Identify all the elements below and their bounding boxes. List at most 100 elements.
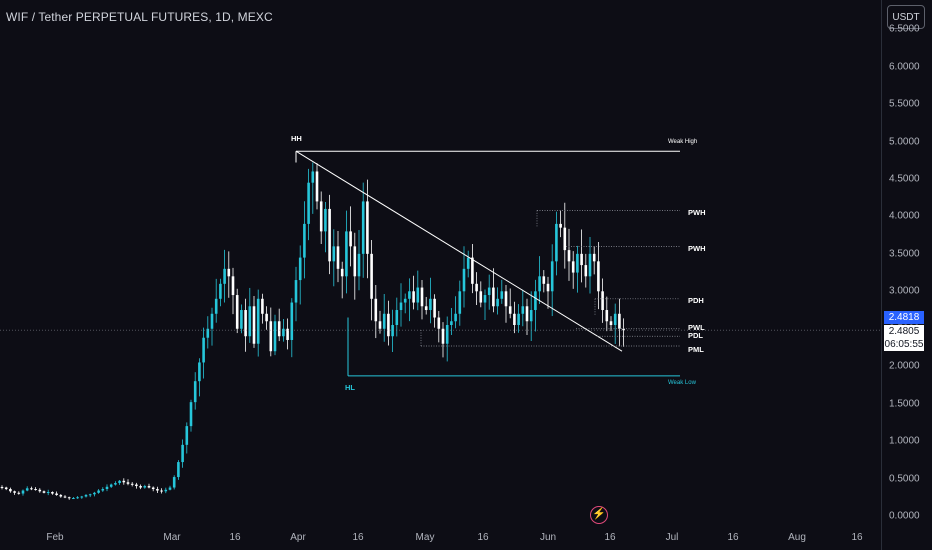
candle-body — [189, 402, 193, 427]
candle-body — [277, 321, 281, 337]
candle-body — [252, 306, 256, 344]
candle-body — [303, 223, 306, 258]
candle-body — [240, 310, 243, 329]
candle-body — [378, 321, 382, 329]
countdown-tag: 06:05:55 — [884, 338, 924, 351]
candle-body — [55, 493, 58, 496]
candle-body — [38, 489, 42, 492]
candle-body — [227, 268, 231, 277]
candle-body — [605, 310, 609, 322]
candle-body — [223, 268, 226, 284]
candle-body — [294, 280, 298, 303]
candle-body — [525, 306, 529, 322]
candle-body — [609, 321, 613, 326]
candle-body — [59, 495, 63, 497]
candle-body — [181, 444, 184, 463]
candle-body — [97, 490, 100, 493]
pdl-label: PDL — [688, 331, 703, 340]
candle-body — [307, 182, 310, 224]
candle-body — [172, 477, 176, 488]
hh-label: HH — [291, 134, 302, 143]
time-tick: Feb — [46, 532, 64, 543]
candle-body — [231, 276, 235, 296]
price-tick: 1.0000 — [889, 435, 920, 447]
time-tick: Mar — [163, 532, 181, 543]
candle-body — [261, 298, 264, 314]
pwh-label-1: PWH — [688, 208, 706, 217]
lightning-logo-icon[interactable]: ⚡ — [590, 506, 608, 524]
time-tick: 16 — [727, 532, 739, 543]
candle-body — [517, 313, 520, 326]
currency-button[interactable]: USDT — [887, 5, 925, 29]
candle-body — [51, 492, 54, 494]
candle-body — [479, 291, 483, 303]
candle-body — [487, 287, 491, 296]
candle-body — [336, 246, 340, 269]
candle-body — [118, 480, 121, 484]
candle-body — [403, 298, 407, 303]
candle-body — [496, 298, 499, 307]
candle-body — [420, 287, 424, 307]
candle-body — [324, 208, 327, 232]
candle-body — [265, 313, 268, 322]
time-tick: Apr — [290, 532, 306, 543]
candle-body — [114, 483, 117, 485]
candles — [0, 162, 625, 500]
candle-body — [357, 253, 361, 277]
candle-body — [282, 328, 285, 337]
candle-body — [193, 381, 197, 403]
candle-body — [429, 298, 432, 311]
candle-body — [576, 253, 579, 273]
pwl-label: PWL — [688, 323, 705, 332]
candle-body — [534, 291, 537, 311]
candle-body — [391, 325, 394, 337]
candle-body — [441, 328, 445, 344]
candle-body — [63, 496, 67, 498]
candle-body — [109, 484, 113, 487]
candle-body — [550, 261, 554, 292]
candle-body — [67, 497, 71, 499]
candle-body — [130, 483, 134, 485]
candle-body — [592, 253, 596, 262]
candle-body — [567, 250, 571, 262]
candle-body — [168, 487, 172, 490]
candle-body — [387, 313, 390, 337]
candle-body — [332, 246, 336, 262]
candle-body — [433, 298, 436, 318]
candle-body — [122, 480, 126, 483]
candle-body — [395, 310, 399, 326]
weak-low-label: Weak Low — [668, 380, 696, 386]
candle-body — [139, 486, 142, 488]
candle-body — [412, 291, 415, 303]
price-tick: 6.5000 — [889, 23, 920, 35]
candle-body — [538, 276, 541, 292]
candle-body — [235, 295, 239, 329]
candle-body — [353, 246, 357, 277]
time-tick: Jul — [665, 532, 679, 543]
candle-body — [437, 317, 441, 329]
candle-body — [445, 325, 449, 344]
time-tick: May — [415, 532, 435, 543]
candle-body — [4, 487, 8, 490]
candle-body — [508, 306, 512, 314]
candle-body — [500, 291, 504, 299]
candle-body — [84, 495, 88, 497]
candle-body — [185, 426, 189, 445]
candle-body — [315, 171, 319, 202]
candle-body — [101, 489, 105, 491]
candle-body — [521, 306, 525, 314]
last-price-tag: 2.4818 — [884, 311, 924, 324]
candle-body — [529, 310, 533, 322]
time-tick: 16 — [352, 532, 364, 543]
candle-body — [563, 227, 567, 251]
candle-body — [72, 498, 75, 500]
candle-body — [17, 492, 21, 494]
trendline — [295, 150, 623, 352]
candle-body — [601, 291, 604, 311]
pwh-label-2: PWH — [688, 244, 706, 253]
candle-body — [462, 268, 466, 292]
price-tick: 5.0000 — [889, 136, 920, 147]
candle-body — [25, 488, 29, 491]
candle-body — [622, 328, 625, 331]
